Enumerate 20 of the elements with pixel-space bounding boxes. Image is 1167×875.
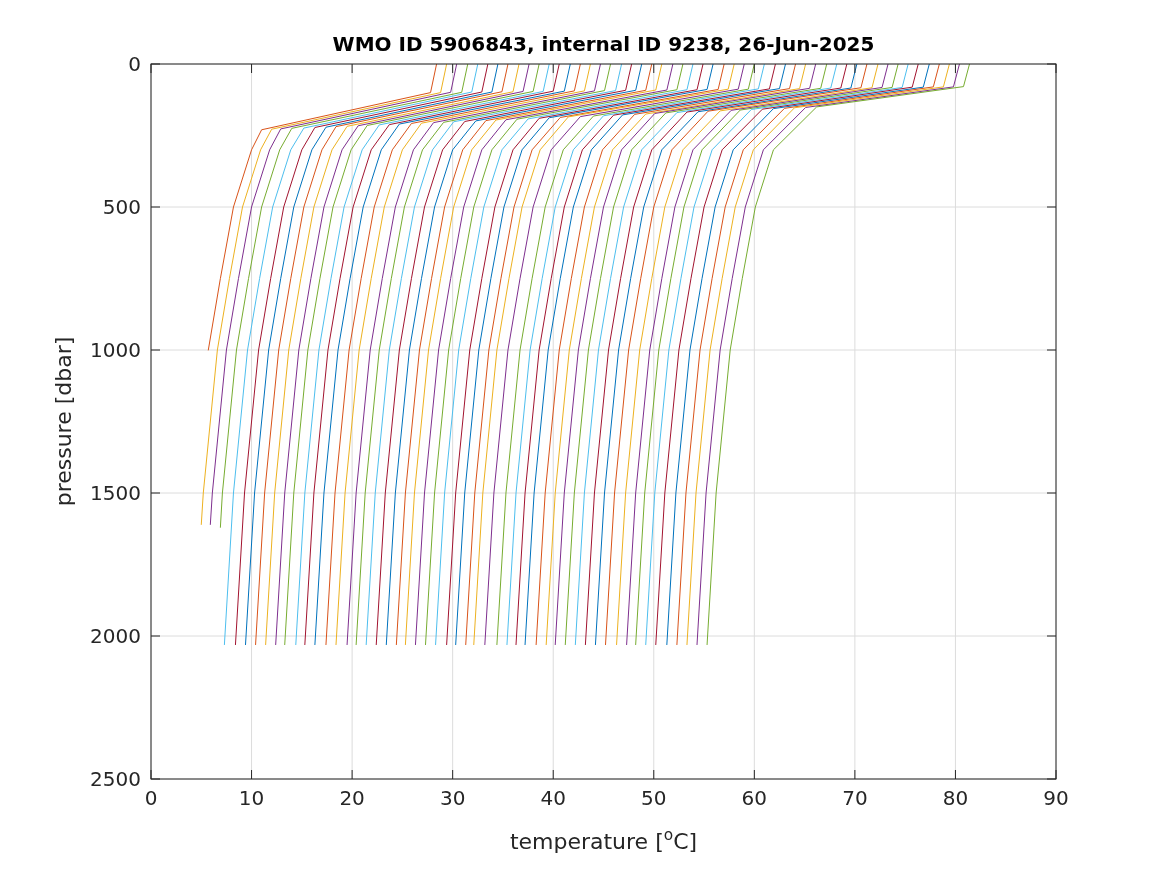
x-tick-label: 70 [842,786,868,810]
y-tick-label: 1000 [90,338,141,362]
x-tick-label: 50 [641,786,667,810]
line-series [207,64,438,351]
x-tick-label: 40 [540,786,566,810]
x-tick-label: 30 [439,786,466,810]
x-tick-label: 20 [339,786,365,810]
x-axis-title: temperature [$^{o}$C] [509,826,698,854]
x-tick-label: 90 [1043,786,1069,810]
x-tick-label: 0 [144,786,158,810]
y-tick-label: 2000 [90,624,141,648]
y-tick-label: 0 [128,52,141,76]
y-axis-title: pressure [dbar] [51,336,76,507]
y-tick-label: 500 [102,195,141,219]
x-tick-label: 60 [741,786,768,810]
x-tick-label: 80 [942,786,969,810]
y-tick-label: 1500 [90,481,141,505]
y-tick-label: 2500 [90,767,141,791]
chart-title: WMO ID 5906843, internal ID 9238, 26-Jun-2025 [332,32,875,56]
x-tick-label: 10 [238,786,265,810]
